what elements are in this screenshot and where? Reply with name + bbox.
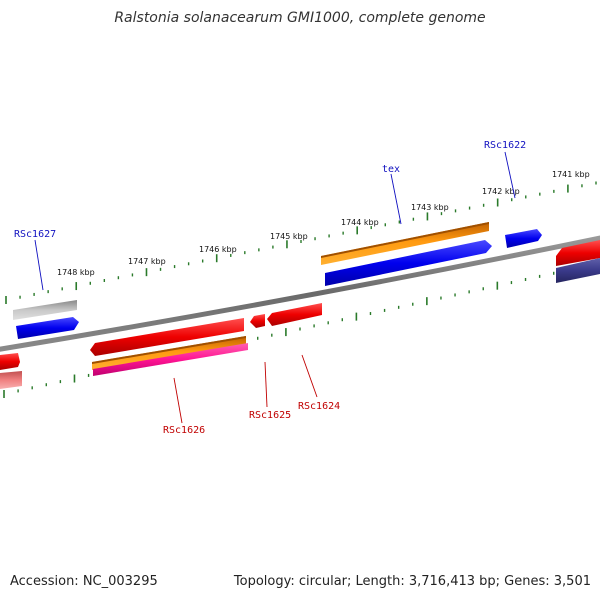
reverse-gene-left-pink[interactable] <box>0 371 22 389</box>
scale-label-1747: 1747 kbp <box>128 257 166 266</box>
gene-label-rsc1626[interactable]: RSc1626 <box>163 425 205 436</box>
gene-label-rsc1627[interactable]: RSc1627 <box>14 229 56 240</box>
forward-gene-tex[interactable] <box>321 222 489 265</box>
forward-gene-rsc1622[interactable] <box>505 229 542 248</box>
leader-line-rsc1625 <box>264 361 268 408</box>
reverse-scale-ticks <box>3 262 597 398</box>
genome-backbone <box>0 235 600 352</box>
forward-gene-right-navy[interactable] <box>556 258 600 283</box>
scale-label-1742: 1742 kbp <box>482 187 520 196</box>
leader-line-rsc1624 <box>301 354 318 398</box>
reverse-gene-left-red[interactable] <box>0 353 20 370</box>
gene-label-rsc1625[interactable]: RSc1625 <box>249 410 291 421</box>
scale-label-1745: 1745 kbp <box>270 232 308 241</box>
reverse-gene-rsc1625[interactable] <box>250 314 265 328</box>
scale-label-1746: 1746 kbp <box>199 245 237 254</box>
reverse-gene-rsc1626-magenta[interactable] <box>93 343 248 376</box>
gene-label-tex[interactable]: tex <box>382 164 400 175</box>
reverse-gene-rsc1626-orange[interactable] <box>92 336 246 370</box>
genome-summary-text: Topology: circular; Length: 3,716,413 bp… <box>233 574 591 589</box>
forward-gene-rsc1627[interactable] <box>13 300 79 339</box>
map-title: Ralstonia solanacearum GMI1000, complete… <box>114 10 486 26</box>
accession-text: Accession: NC_003295 <box>10 574 158 589</box>
gene-label-rsc1622[interactable]: RSc1622 <box>484 140 526 151</box>
leader-line-rsc1622 <box>504 151 516 199</box>
leader-line-tex <box>390 173 402 225</box>
leader-line-rsc1626 <box>173 377 183 424</box>
scale-label-1743: 1743 kbp <box>411 203 449 212</box>
reverse-gene-rsc1624[interactable] <box>267 303 322 326</box>
scale-label-1748: 1748 kbp <box>57 268 95 277</box>
forward-gene-right-red[interactable] <box>556 240 600 266</box>
gene-label-rsc1624[interactable]: RSc1624 <box>298 401 340 412</box>
forward-scale-ticks <box>5 181 597 304</box>
leader-line-rsc1627 <box>34 239 44 291</box>
forward-gene-tex-blue[interactable] <box>325 240 492 286</box>
scale-label-1741: 1741 kbp <box>552 170 590 179</box>
reverse-gene-rsc1626[interactable] <box>90 318 244 356</box>
scale-label-1744: 1744 kbp <box>341 218 379 227</box>
